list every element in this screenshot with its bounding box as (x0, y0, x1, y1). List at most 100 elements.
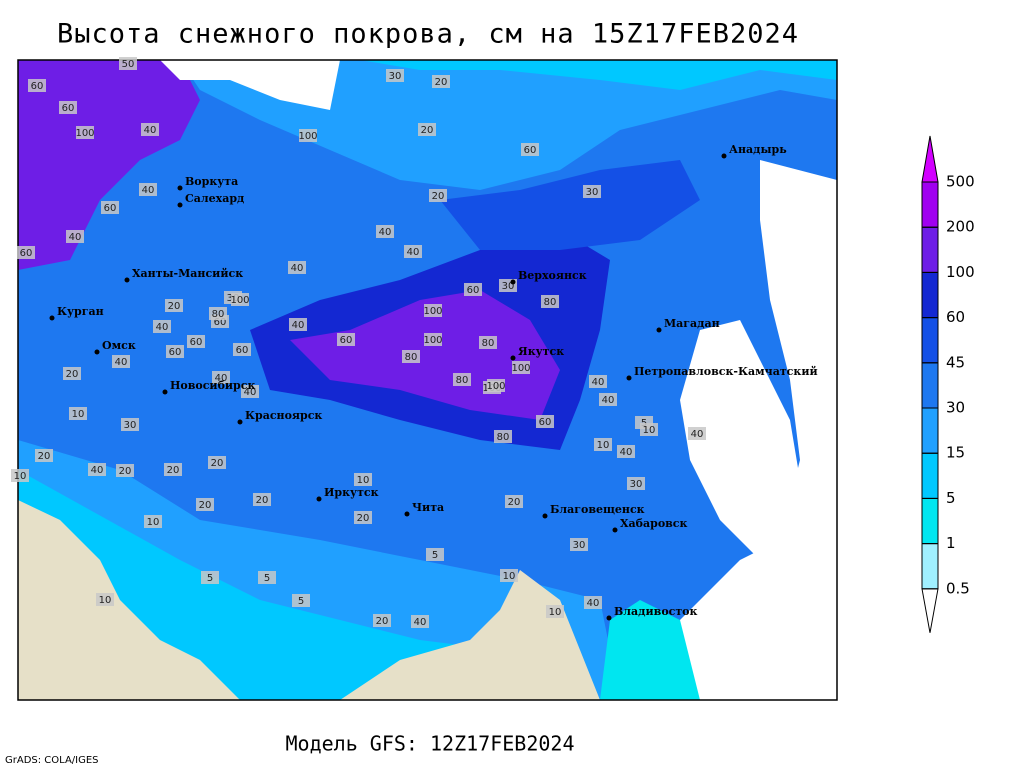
station-value: 100 (511, 363, 530, 374)
station-value: 60 (31, 81, 44, 92)
station-value: 5 (207, 573, 213, 584)
station-value: 40 (69, 232, 82, 243)
station-value: 80 (212, 309, 225, 320)
station-box (594, 438, 612, 451)
city-dot (626, 375, 632, 381)
station-box (165, 299, 183, 312)
station-box (201, 571, 219, 584)
station-value: 60 (20, 248, 33, 259)
city-dot (510, 279, 516, 285)
station-value: 60 (104, 203, 117, 214)
station-box (28, 79, 46, 92)
station-box (11, 469, 29, 482)
station-value: 10 (503, 571, 516, 582)
station-value: 10 (99, 595, 112, 606)
station-value: 40 (244, 387, 257, 398)
station-value: 10 (597, 440, 610, 451)
station-box (479, 336, 497, 349)
station-value: 5 (264, 573, 270, 584)
station-value: 20 (167, 465, 180, 476)
station-box (546, 605, 564, 618)
station-box (584, 596, 602, 609)
station-value: 60 (62, 103, 75, 114)
city-label: Чита (412, 501, 444, 514)
map-frame (17, 59, 838, 701)
city-label: Верхоянск (518, 269, 587, 282)
station-value: 20 (435, 77, 448, 88)
station-box (429, 189, 447, 202)
station-box (373, 614, 391, 627)
station-value: 20 (66, 369, 79, 380)
station-value: 40 (291, 263, 304, 274)
station-box (116, 464, 134, 477)
station-value: 20 (199, 500, 212, 511)
city-dot (612, 527, 618, 533)
station-box (69, 407, 87, 420)
station-value: 20 (376, 616, 389, 627)
station-box (35, 449, 53, 462)
colorbar-segment (921, 181, 939, 228)
city-dot (177, 185, 183, 191)
station-value: 80 (544, 297, 557, 308)
station-value: 20 (168, 301, 181, 312)
station-value: 40 (115, 357, 128, 368)
station-value: 40 (602, 395, 615, 406)
station-box (354, 473, 372, 486)
station-box (196, 498, 214, 511)
station-value: 5 (298, 596, 304, 607)
station-box (208, 456, 226, 469)
station-box (233, 343, 251, 356)
city-label: Якутск (518, 345, 564, 358)
city-dot (237, 419, 243, 425)
station-box (59, 101, 77, 114)
city-label: Ханты-Мансийск (132, 267, 243, 280)
station-box (424, 304, 442, 317)
station-box (144, 515, 162, 528)
station-value: 50 (122, 59, 135, 70)
station-value: 30 (389, 71, 402, 82)
station-box (583, 185, 601, 198)
station-box (424, 333, 442, 346)
city-dot (94, 349, 100, 355)
station-value: 40 (292, 320, 305, 331)
city-label: Красноярск (245, 409, 322, 422)
station-box (589, 375, 607, 388)
city-dot (510, 355, 516, 361)
station-box (76, 126, 94, 139)
city-label: Владивосток (614, 605, 698, 618)
station-value: 30 (124, 420, 137, 431)
city-dot (177, 202, 183, 208)
station-box (411, 615, 429, 628)
station-box (432, 75, 450, 88)
colorbar-label: 15 (946, 444, 965, 462)
city-dot (606, 615, 612, 621)
station-value: 20 (38, 451, 51, 462)
title: Высота снежного покрова, см на 15Z17FEB2… (57, 19, 799, 50)
station-value: 60 (524, 145, 537, 156)
colorbar-label: 45 (946, 353, 965, 371)
station-box (153, 320, 171, 333)
station-value: 60 (236, 345, 249, 356)
station-value: 100 (75, 128, 94, 139)
colorbar-label: 5 (946, 489, 956, 507)
station-box (570, 538, 588, 551)
city-label: Омск (102, 339, 136, 352)
station-box (688, 427, 706, 440)
station-value: 100 (423, 335, 442, 346)
station-value: 20 (432, 191, 445, 202)
colorbar-segment (921, 543, 939, 590)
city-label: Анадырь (729, 143, 787, 156)
station-value: 40 (691, 429, 704, 440)
footer: Модель GFS: 12Z17FEB2024 (286, 732, 575, 756)
station-value: 40 (620, 447, 633, 458)
station-box (164, 463, 182, 476)
city-label: Хабаровск (620, 517, 687, 530)
station-box (512, 361, 530, 374)
colorbar-label: 100 (946, 263, 975, 281)
station-box (354, 511, 372, 524)
station-box (426, 548, 444, 561)
station-value: 60 (190, 337, 203, 348)
city-label: Новосибирск (170, 379, 255, 392)
station-box (96, 593, 114, 606)
